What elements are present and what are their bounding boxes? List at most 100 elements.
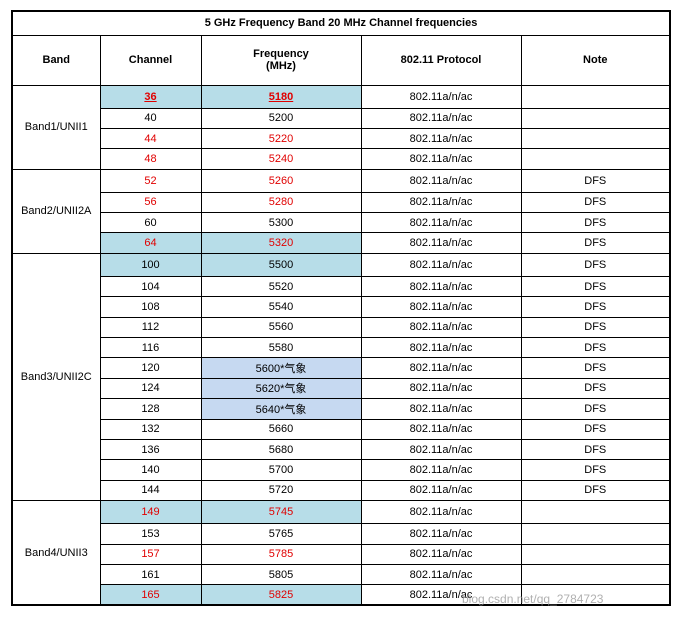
- table-row: 116 5580 802.11a/n/ac DFS: [12, 337, 671, 359]
- protocol-cell: 802.11a/n/ac: [360, 398, 522, 420]
- channel-cell: 132: [99, 418, 202, 440]
- note-cell: DFS: [520, 191, 671, 214]
- channel-table: 5 GHz Frequency Band 20 MHz Channel freq…: [11, 10, 672, 607]
- note-cell: [520, 107, 671, 129]
- note-cell: [520, 127, 671, 150]
- channel-cell: 108: [99, 296, 202, 318]
- channel-cell: 44: [99, 127, 202, 150]
- note-cell: [520, 148, 671, 170]
- table-row: Band2/UNII2A 52 5260 802.11a/n/ac DFS: [11, 168, 671, 254]
- table-title: 5 GHz Frequency Band 20 MHz Channel freq…: [11, 10, 671, 36]
- protocol-cell: 802.11a/n/ac: [360, 275, 522, 298]
- protocol-cell: 802.11a/n/ac: [360, 232, 522, 254]
- note-cell: DFS: [520, 418, 671, 440]
- channel-cell: 149: [99, 500, 202, 525]
- note-cell: DFS: [520, 459, 671, 481]
- note-cell: DFS: [520, 398, 671, 420]
- column-header: 802.11 Protocol: [360, 34, 522, 86]
- band-cell: Band1/UNII1: [11, 84, 101, 170]
- channel-cell: 112: [99, 316, 202, 339]
- table-row: 64 5320 802.11a/n/ac DFS: [12, 232, 671, 254]
- protocol-cell: 802.11a/n/ac: [360, 191, 522, 214]
- protocol-cell: 802.11a/n/ac: [360, 377, 522, 400]
- protocol-cell: 802.11a/n/ac: [360, 337, 522, 359]
- protocol-cell: 802.11a/n/ac: [360, 523, 522, 545]
- column-header: Band: [11, 34, 101, 86]
- frequency-cell: 5520: [200, 275, 362, 298]
- note-cell: DFS: [520, 232, 671, 254]
- table-row: Band3/UNII2C 100 5500 802.11a/n/ac DFS: [11, 252, 671, 502]
- frequency-cell: 5620*气象: [200, 377, 362, 400]
- table-row: 60 5300 802.11a/n/ac DFS: [12, 212, 671, 234]
- frequency-cell: 5280: [200, 191, 362, 214]
- table-row: 112 5560 802.11a/n/ac DFS: [12, 316, 671, 339]
- protocol-cell: 802.11a/n/ac: [360, 563, 522, 586]
- note-cell: DFS: [520, 212, 671, 234]
- channel-cell: 104: [99, 275, 202, 298]
- table-row: 157 5785 802.11a/n/ac: [12, 543, 671, 565]
- note-cell: [520, 84, 671, 109]
- frequency-cell: 5745: [200, 500, 362, 525]
- protocol-cell: 802.11a/n/ac: [360, 357, 522, 379]
- frequency-cell: 5180: [200, 84, 362, 109]
- column-header: Frequency (MHz): [200, 34, 362, 86]
- table-row: 128 5640*气象 802.11a/n/ac DFS: [12, 398, 671, 420]
- note-cell: DFS: [520, 479, 671, 502]
- frequency-cell: 5220: [200, 127, 362, 150]
- channel-cell: 48: [99, 148, 202, 170]
- band-cell: Band4/UNII3: [11, 500, 101, 606]
- protocol-cell: 802.11a/n/ac: [360, 168, 522, 193]
- protocol-cell: 802.11a/n/ac: [360, 543, 522, 565]
- protocol-cell: 802.11a/n/ac: [360, 84, 522, 109]
- table-row: 108 5540 802.11a/n/ac DFS: [12, 296, 671, 318]
- note-cell: DFS: [520, 168, 671, 193]
- channel-cell: 120: [99, 357, 202, 379]
- table-row: 104 5520 802.11a/n/ac DFS: [12, 275, 671, 298]
- table-row: 132 5660 802.11a/n/ac DFS: [12, 418, 671, 440]
- note-cell: DFS: [520, 275, 671, 298]
- protocol-cell: 802.11a/n/ac: [360, 252, 522, 277]
- table-row: 144 5720 802.11a/n/ac DFS: [12, 479, 671, 502]
- frequency-cell: 5600*气象: [200, 357, 362, 379]
- frequency-cell: 5260: [200, 168, 362, 193]
- band-cell: Band3/UNII2C: [11, 252, 101, 502]
- frequency-cell: 5200: [200, 107, 362, 129]
- frequency-cell: 5640*气象: [200, 398, 362, 420]
- note-cell: DFS: [520, 337, 671, 359]
- channel-cell: 157: [99, 543, 202, 565]
- column-header: Channel: [99, 34, 202, 86]
- channel-cell: 40: [99, 107, 202, 129]
- table-row: 140 5700 802.11a/n/ac DFS: [12, 459, 671, 481]
- protocol-cell: 802.11a/n/ac: [360, 107, 522, 129]
- table-row: Band4/UNII3 149 5745 802.11a/n/ac: [11, 500, 671, 606]
- protocol-cell: 802.11a/n/ac: [360, 438, 522, 461]
- note-cell: [520, 584, 671, 606]
- frequency-cell: 5805: [200, 563, 362, 586]
- table-row: 56 5280 802.11a/n/ac DFS: [12, 191, 671, 214]
- note-cell: [520, 523, 671, 545]
- frequency-cell: 5765: [200, 523, 362, 545]
- protocol-cell: 802.11a/n/ac: [360, 296, 522, 318]
- table-row: Band1/UNII1 36 5180 802.11a/n/ac: [11, 84, 671, 170]
- watermark: blog.csdn.net/qq_2784723: [462, 592, 604, 606]
- note-cell: DFS: [520, 316, 671, 339]
- channel-cell: 165: [99, 584, 202, 606]
- frequency-cell: 5540: [200, 296, 362, 318]
- note-cell: DFS: [520, 296, 671, 318]
- frequency-cell: 5580: [200, 337, 362, 359]
- channel-cell: 64: [99, 232, 202, 254]
- channel-cell: 136: [99, 438, 202, 461]
- column-header: Note: [520, 34, 671, 86]
- channel-cell: 116: [99, 337, 202, 359]
- protocol-cell: 802.11a/n/ac: [360, 459, 522, 481]
- frequency-cell: 5560: [200, 316, 362, 339]
- protocol-cell: 802.11a/n/ac: [360, 148, 522, 170]
- table-row: 48 5240 802.11a/n/ac: [12, 148, 671, 170]
- frequency-cell: 5240: [200, 148, 362, 170]
- note-cell: DFS: [520, 252, 671, 277]
- frequency-cell: 5500: [200, 252, 362, 277]
- band-cell: Band2/UNII2A: [11, 168, 101, 254]
- frequency-cell: 5300: [200, 212, 362, 234]
- frequency-cell: 5320: [200, 232, 362, 254]
- protocol-cell: 802.11a/n/ac: [360, 212, 522, 234]
